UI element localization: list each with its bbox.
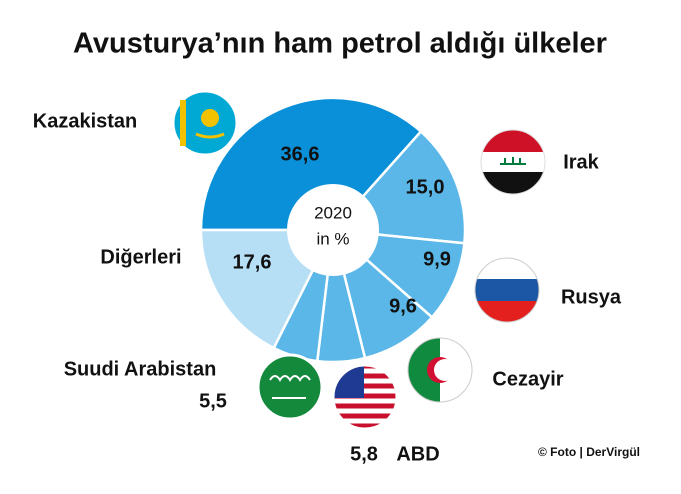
slice-label: Irak [563, 151, 599, 173]
slice-label: ABD [396, 443, 439, 465]
slice-label: Cezayir [492, 368, 563, 390]
donut [199, 96, 467, 364]
flag-kazakhstan [171, 89, 239, 157]
value-label: 9,9 [423, 248, 451, 270]
center-text: in % [316, 229, 349, 248]
chart-title: Avusturya’nın ham petrol aldığı ülkeler [73, 28, 607, 60]
flag-russia [474, 257, 540, 323]
slice-label: Rusya [561, 286, 622, 308]
slice-label: Suudi Arabistan [64, 358, 217, 380]
value-label: 15,0 [406, 176, 445, 198]
value-label: 17,6 [233, 251, 272, 273]
flag-iraq [480, 129, 546, 195]
center-text: 2020 [314, 203, 352, 222]
credit: © Foto | DerVirgül [538, 445, 640, 459]
flag-saudi [256, 353, 324, 421]
value-label: 5,5 [199, 390, 227, 412]
value-label: 5,8 [350, 443, 378, 465]
value-label: 9,6 [389, 295, 417, 317]
flag-usa [331, 363, 399, 431]
slice-label: Diğerleri [100, 246, 181, 268]
value-label: 36,6 [281, 143, 320, 165]
donut-hole [287, 184, 379, 276]
flag-algeria [407, 337, 473, 403]
slice-label: Kazakistan [33, 110, 138, 132]
